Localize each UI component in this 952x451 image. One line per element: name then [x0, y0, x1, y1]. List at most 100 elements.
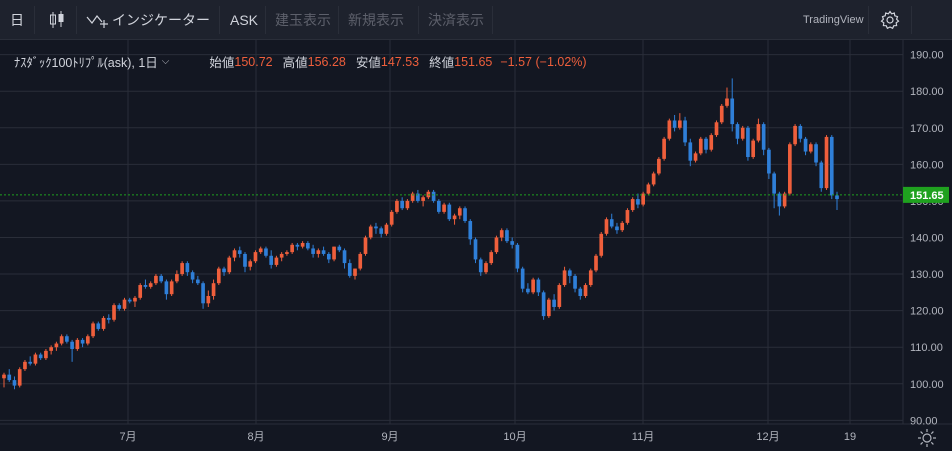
candle	[437, 199, 441, 214]
candle	[44, 349, 48, 360]
candle	[819, 160, 824, 192]
candle	[583, 283, 588, 298]
candle	[520, 266, 525, 293]
candle	[473, 237, 478, 264]
chart-style-button[interactable]	[48, 0, 66, 40]
candle-body	[814, 144, 818, 163]
toolbar-divider	[492, 6, 493, 34]
candle	[625, 208, 630, 225]
candle	[515, 242, 520, 273]
candle-body	[33, 354, 38, 364]
candle	[337, 244, 342, 253]
candle	[494, 235, 499, 254]
candle	[143, 279, 148, 289]
new-order-display-label: 新規表示	[348, 12, 404, 28]
candle-body	[499, 230, 504, 238]
candle-body	[274, 257, 279, 265]
candle-body	[112, 305, 116, 320]
sun-icon	[922, 433, 932, 443]
candle	[499, 228, 504, 242]
new-order-display-button[interactable]: 新規表示	[348, 0, 404, 40]
settings-button[interactable]	[880, 0, 900, 40]
interval-button[interactable]: 日	[10, 0, 24, 40]
candle-body	[641, 193, 645, 205]
candle-body	[2, 374, 6, 379]
candle	[604, 217, 609, 236]
candle	[306, 241, 310, 251]
candle-body	[306, 242, 310, 249]
time-axis[interactable]: 7月 8月 9月 10月 11月 12月 19	[119, 431, 856, 443]
candle	[164, 279, 169, 300]
candle	[274, 255, 279, 267]
candle-body	[709, 135, 714, 150]
candle-body	[646, 184, 651, 194]
candle-body	[526, 288, 530, 293]
candle	[698, 136, 703, 156]
candle	[190, 270, 195, 284]
candle-body	[326, 253, 331, 260]
candle	[788, 142, 792, 196]
candle	[106, 314, 111, 324]
candle	[243, 252, 247, 273]
candle	[196, 275, 200, 286]
toolbar-divider	[338, 6, 339, 34]
candle	[253, 250, 258, 264]
candle-body	[59, 336, 64, 344]
price-axis[interactable]: 90.00100.00110.00120.00130.00140.00150.0…	[910, 50, 944, 428]
candle-body	[85, 336, 90, 344]
candle-body	[740, 127, 745, 139]
candle-body	[536, 279, 541, 293]
candle	[740, 125, 745, 141]
candle-body	[704, 138, 708, 150]
candle-body	[248, 261, 253, 267]
candle-body	[772, 173, 776, 194]
candle	[311, 244, 315, 258]
candle-body	[222, 268, 226, 273]
candle	[615, 222, 619, 234]
candle-body	[384, 224, 389, 234]
candle	[127, 297, 132, 304]
candle	[672, 114, 677, 132]
candle	[321, 246, 326, 256]
candle-body	[379, 228, 384, 234]
candle-body	[368, 226, 373, 238]
candle	[91, 321, 95, 339]
candle	[154, 274, 158, 286]
candle	[510, 237, 515, 249]
candle-body	[300, 242, 305, 247]
candle-body	[677, 120, 682, 128]
candle	[159, 274, 164, 284]
candle-body	[65, 336, 69, 342]
candle	[447, 202, 452, 222]
position-display-label: 建玉表示	[275, 12, 331, 28]
candle	[96, 321, 101, 331]
candle-body	[101, 317, 106, 329]
sun-rays	[918, 429, 936, 447]
chevron-down-icon[interactable]: ⌵	[161, 56, 170, 67]
candle-body	[49, 347, 53, 351]
settlement-display-button[interactable]: 決済表示	[428, 0, 484, 40]
candle-body	[541, 292, 546, 317]
price-chart[interactable]: 90.00100.00110.00120.00130.00140.00150.0…	[0, 40, 952, 451]
legend: ﾅｽﾀﾞｯｸ100ﾄﾘﾌﾟﾙ(ask), 1日 ⌵ 始値 150.72 高値 156…	[14, 52, 587, 71]
candle	[112, 303, 116, 322]
axis-settings-button[interactable]	[918, 429, 936, 447]
candle	[211, 279, 216, 300]
candle	[636, 193, 640, 209]
candle-body	[604, 219, 609, 234]
ask-button[interactable]: ASK	[230, 0, 258, 40]
candle	[148, 281, 153, 289]
candle-body	[353, 268, 357, 276]
candle-body	[751, 140, 756, 158]
candle	[829, 135, 834, 200]
candle	[457, 206, 462, 220]
indicators-button[interactable]: インジケーター	[86, 0, 210, 40]
interval-label: 日	[10, 12, 24, 28]
candle-body	[620, 222, 625, 231]
candle	[719, 104, 724, 125]
candle	[410, 191, 415, 203]
candle-body	[835, 195, 839, 200]
position-display-button[interactable]: 建玉表示	[275, 0, 331, 40]
symbol-name[interactable]: ﾅｽﾀﾞｯｸ100ﾄﾘﾌﾟﾙ(ask), 1日	[14, 56, 158, 70]
candle	[620, 221, 625, 232]
